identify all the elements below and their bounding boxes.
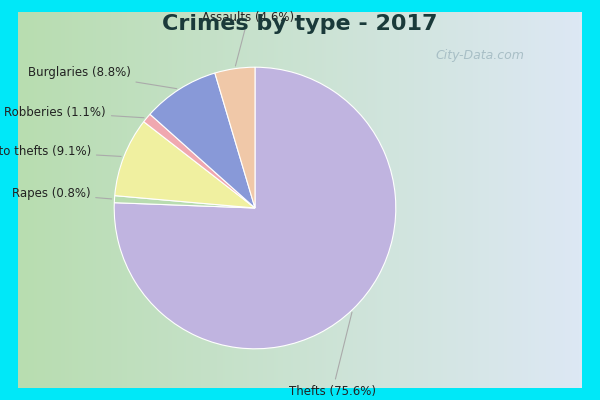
- Wedge shape: [114, 67, 396, 349]
- Text: Robberies (1.1%): Robberies (1.1%): [4, 106, 144, 119]
- Wedge shape: [150, 73, 255, 208]
- Wedge shape: [115, 196, 255, 208]
- Text: City-Data.com: City-Data.com: [436, 50, 524, 62]
- Text: Burglaries (8.8%): Burglaries (8.8%): [28, 66, 177, 89]
- Text: Rapes (0.8%): Rapes (0.8%): [11, 188, 112, 200]
- Text: Thefts (75.6%): Thefts (75.6%): [289, 312, 376, 398]
- Wedge shape: [215, 67, 255, 208]
- Wedge shape: [115, 122, 255, 208]
- Wedge shape: [144, 114, 255, 208]
- Text: Assaults (4.6%): Assaults (4.6%): [202, 12, 294, 66]
- Text: Crimes by type - 2017: Crimes by type - 2017: [162, 14, 438, 34]
- Text: Auto thefts (9.1%): Auto thefts (9.1%): [0, 145, 121, 158]
